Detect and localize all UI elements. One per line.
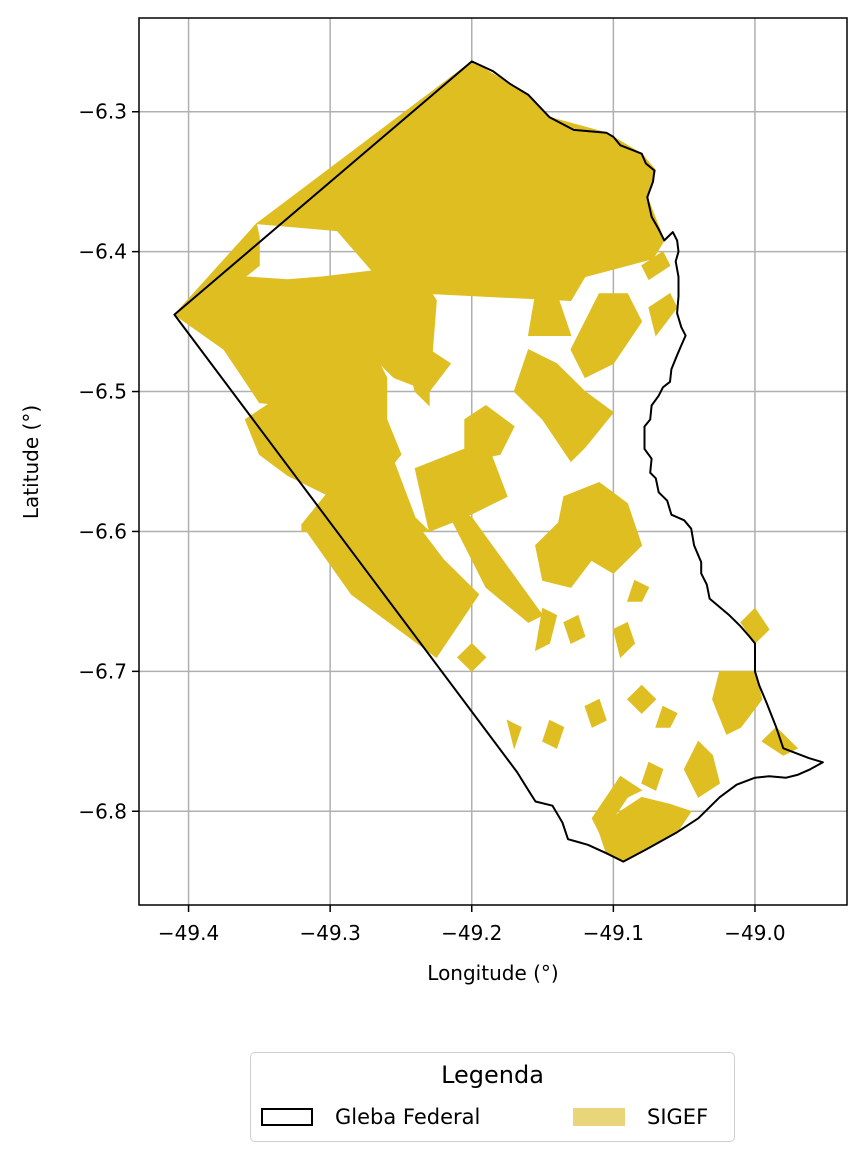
legend-label-sigef: SIGEF bbox=[647, 1105, 709, 1129]
sigef-parcel bbox=[641, 251, 671, 281]
sigef-parcel bbox=[612, 621, 636, 659]
x-tick-label: −49.2 bbox=[441, 921, 502, 945]
legend-swatch-fill bbox=[573, 1108, 625, 1126]
x-tick-label: −49.1 bbox=[583, 921, 644, 945]
sigef-parcels-layer bbox=[173, 60, 799, 863]
sigef-parcel bbox=[570, 293, 643, 379]
sigef-parcel bbox=[457, 642, 487, 672]
plot-frame bbox=[138, 17, 848, 906]
sigef-parcel bbox=[414, 439, 508, 533]
sigef-parcel bbox=[712, 671, 763, 735]
sigef-parcel bbox=[641, 761, 664, 791]
legend: Legenda Gleba Federal SIGEF bbox=[250, 1052, 735, 1142]
x-tick-label: −49.0 bbox=[724, 921, 785, 945]
sigef-parcel bbox=[626, 684, 657, 714]
sigef-parcel bbox=[740, 607, 770, 645]
sigef-parcel bbox=[300, 524, 480, 658]
y-tick-label: −6.6 bbox=[78, 519, 127, 543]
y-tick-label: −6.3 bbox=[78, 100, 127, 124]
y-tick-label: −6.8 bbox=[78, 799, 127, 823]
sigef-parcel bbox=[506, 719, 522, 750]
x-tick-label: −49.4 bbox=[158, 921, 219, 945]
sigef-parcel bbox=[584, 698, 607, 728]
legend-title: Legenda bbox=[441, 1061, 544, 1089]
sigef-parcel bbox=[535, 516, 593, 588]
gleba-federal-boundary bbox=[173, 60, 824, 863]
y-tick-label: −6.4 bbox=[78, 240, 127, 264]
sigef-parcel bbox=[527, 293, 572, 336]
sigef-parcel bbox=[563, 614, 586, 644]
legend-item-sigef: SIGEF bbox=[573, 1105, 708, 1129]
legend-item-gleba-federal: Gleba Federal bbox=[261, 1105, 480, 1129]
sigef-parcel bbox=[464, 405, 515, 462]
sigef-parcel bbox=[626, 579, 650, 602]
legend-label-gleba-federal: Gleba Federal bbox=[335, 1105, 481, 1129]
sigef-parcel bbox=[683, 740, 721, 798]
sigef-parcel bbox=[255, 60, 665, 302]
sigef-parcel bbox=[655, 705, 678, 728]
sigef-parcel bbox=[407, 349, 452, 407]
x-axis-label: Longitude (°) bbox=[427, 961, 558, 985]
y-tick-label: −6.5 bbox=[78, 380, 127, 404]
y-axis-label: Latitude (°) bbox=[19, 405, 43, 519]
y-tick-label: −6.7 bbox=[78, 659, 127, 683]
x-tick-label: −49.3 bbox=[300, 921, 361, 945]
sigef-parcel bbox=[542, 719, 565, 749]
legend-swatch-outline bbox=[261, 1108, 313, 1126]
sigef-parcel bbox=[534, 607, 558, 652]
x-axis-ticks: −49.4 −49.3 −49.2 −49.1 −49.0 bbox=[158, 905, 786, 945]
sigef-parcel bbox=[513, 349, 614, 463]
sigef-parcel bbox=[591, 775, 643, 833]
y-axis-ticks: −6.3 −6.4 −6.5 −6.6 −6.7 −6.8 bbox=[78, 100, 139, 823]
